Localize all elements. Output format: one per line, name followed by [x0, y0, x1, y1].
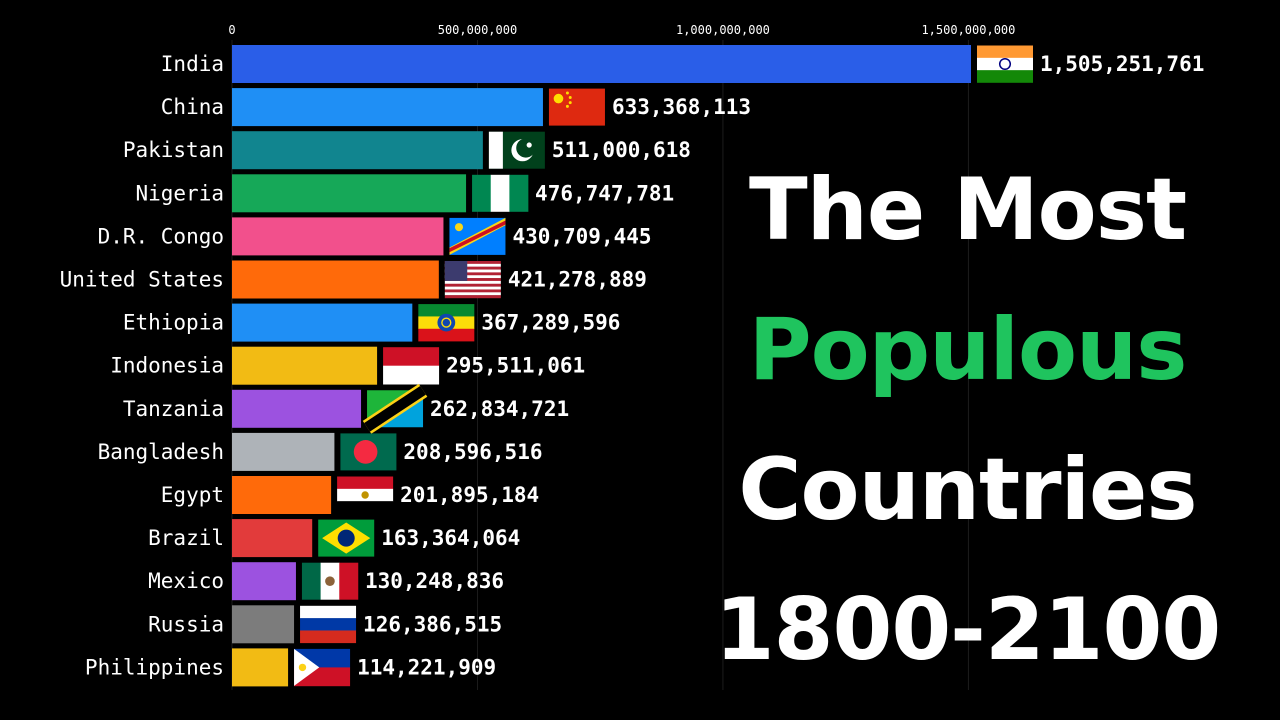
- bar-row-brazil: Brazil 163,364,064: [148, 519, 520, 558]
- x-tick-label: 1,000,000,000: [676, 23, 770, 37]
- united-states-flag-icon: [444, 261, 501, 299]
- tanzania-flag-icon: [362, 383, 428, 434]
- category-label: Bangladesh: [98, 440, 224, 464]
- value-label: 208,596,516: [403, 440, 542, 464]
- bar: [232, 562, 296, 601]
- bar-row-india: India 1,505,251,761: [161, 45, 1204, 83]
- value-label: 295,511,061: [446, 354, 585, 378]
- category-label: Tanzania: [123, 397, 224, 421]
- mexico-flag-icon: [301, 562, 359, 600]
- bar: [232, 217, 444, 256]
- brazil-flag-icon: [318, 519, 375, 557]
- value-label: 367,289,596: [481, 311, 620, 335]
- headline-line-2: Populous: [748, 300, 1188, 400]
- bar: [232, 131, 483, 170]
- value-label: 430,709,445: [512, 224, 651, 248]
- bar: [232, 432, 335, 471]
- x-tick-label: 500,000,000: [438, 23, 517, 37]
- bar-row-bangladesh: Bangladesh 208,596,516: [98, 432, 542, 471]
- pakistan-flag-icon: [488, 131, 545, 169]
- bar-row-indonesia: Indonesia 295,511,061: [110, 346, 585, 385]
- nigeria-flag-icon: [472, 174, 529, 212]
- bar: [232, 605, 295, 644]
- indonesia-flag-icon: [383, 347, 440, 385]
- india-flag-icon: [977, 45, 1033, 83]
- x-axis-ticks: 0 500,000,000 1,000,000,000 1,500,000,000: [228, 23, 1015, 37]
- category-label: Mexico: [148, 569, 224, 593]
- category-label: Pakistan: [123, 138, 224, 162]
- bar: [232, 88, 543, 127]
- category-label: Nigeria: [135, 181, 224, 205]
- bar-row-pakistan: Pakistan 511,000,618: [123, 131, 691, 170]
- ethiopia-flag-icon: [418, 304, 475, 342]
- value-label: 511,000,618: [552, 138, 691, 162]
- bar-row-russia: Russia 126,386,515: [148, 605, 502, 644]
- bar-row-egypt: Egypt 201,895,184: [161, 476, 539, 514]
- x-tick-label: 1,500,000,000: [921, 23, 1015, 37]
- category-label: Russia: [148, 612, 224, 636]
- x-tick-label: 0: [228, 23, 235, 37]
- bangladesh-flag-icon: [340, 433, 397, 471]
- category-label: Brazil: [148, 526, 224, 550]
- bar-row-china: China 633,368,113: [161, 88, 751, 127]
- category-label: D.R. Congo: [98, 224, 224, 248]
- category-label: Philippines: [85, 655, 224, 679]
- bar-row-philippines: Philippines 114,221,909: [85, 648, 496, 687]
- china-flag-icon: [548, 88, 605, 126]
- bar: [232, 260, 439, 299]
- headline-line-3: Countries: [738, 440, 1197, 540]
- russia-flag-icon: [300, 605, 357, 644]
- bar-row-united-states: United States 421,278,889: [60, 260, 647, 299]
- value-label: 201,895,184: [400, 483, 539, 507]
- bar: [232, 389, 362, 428]
- value-label: 262,834,721: [430, 397, 569, 421]
- bar: [232, 476, 332, 514]
- egypt-flag-icon: [337, 476, 394, 514]
- value-label: 163,364,064: [381, 526, 520, 550]
- category-label: United States: [60, 268, 224, 292]
- headline-line-4: 1800-2100: [714, 580, 1221, 680]
- bar-row-tanzania: Tanzania 262,834,721: [123, 383, 569, 434]
- bar-row-d-r-congo: D.R. Congo 430,709,445: [98, 217, 652, 256]
- bar: [232, 519, 313, 558]
- category-label: China: [161, 95, 224, 119]
- bar: [232, 346, 378, 385]
- value-label: 130,248,836: [365, 569, 504, 593]
- category-label: Egypt: [161, 483, 224, 507]
- dr-congo-flag-icon: [449, 217, 506, 255]
- value-label: 421,278,889: [508, 268, 647, 292]
- category-label: India: [161, 52, 224, 76]
- philippines-flag-icon: [294, 648, 351, 687]
- value-label: 633,368,113: [612, 95, 751, 119]
- bars: India 1,505,251,761 China 633,368,113 Pakist…: [60, 45, 1204, 687]
- bar-row-mexico: Mexico 130,248,836: [148, 562, 504, 601]
- headline-line-1: The Most: [748, 160, 1187, 260]
- value-label: 1,505,251,761: [1040, 52, 1204, 76]
- bar: [232, 45, 971, 83]
- category-label: Ethiopia: [123, 311, 224, 335]
- bar: [232, 303, 413, 342]
- headline: The Most Populous Countries 1800-2100: [655, 140, 1280, 700]
- bar-row-nigeria: Nigeria 476,747,781: [135, 174, 674, 213]
- bar-row-ethiopia: Ethiopia 367,289,596: [123, 303, 620, 342]
- value-label: 126,386,515: [363, 612, 502, 636]
- category-label: Indonesia: [110, 354, 224, 378]
- bar: [232, 648, 289, 687]
- value-label: 476,747,781: [535, 181, 674, 205]
- bar: [232, 174, 467, 213]
- value-label: 114,221,909: [357, 655, 496, 679]
